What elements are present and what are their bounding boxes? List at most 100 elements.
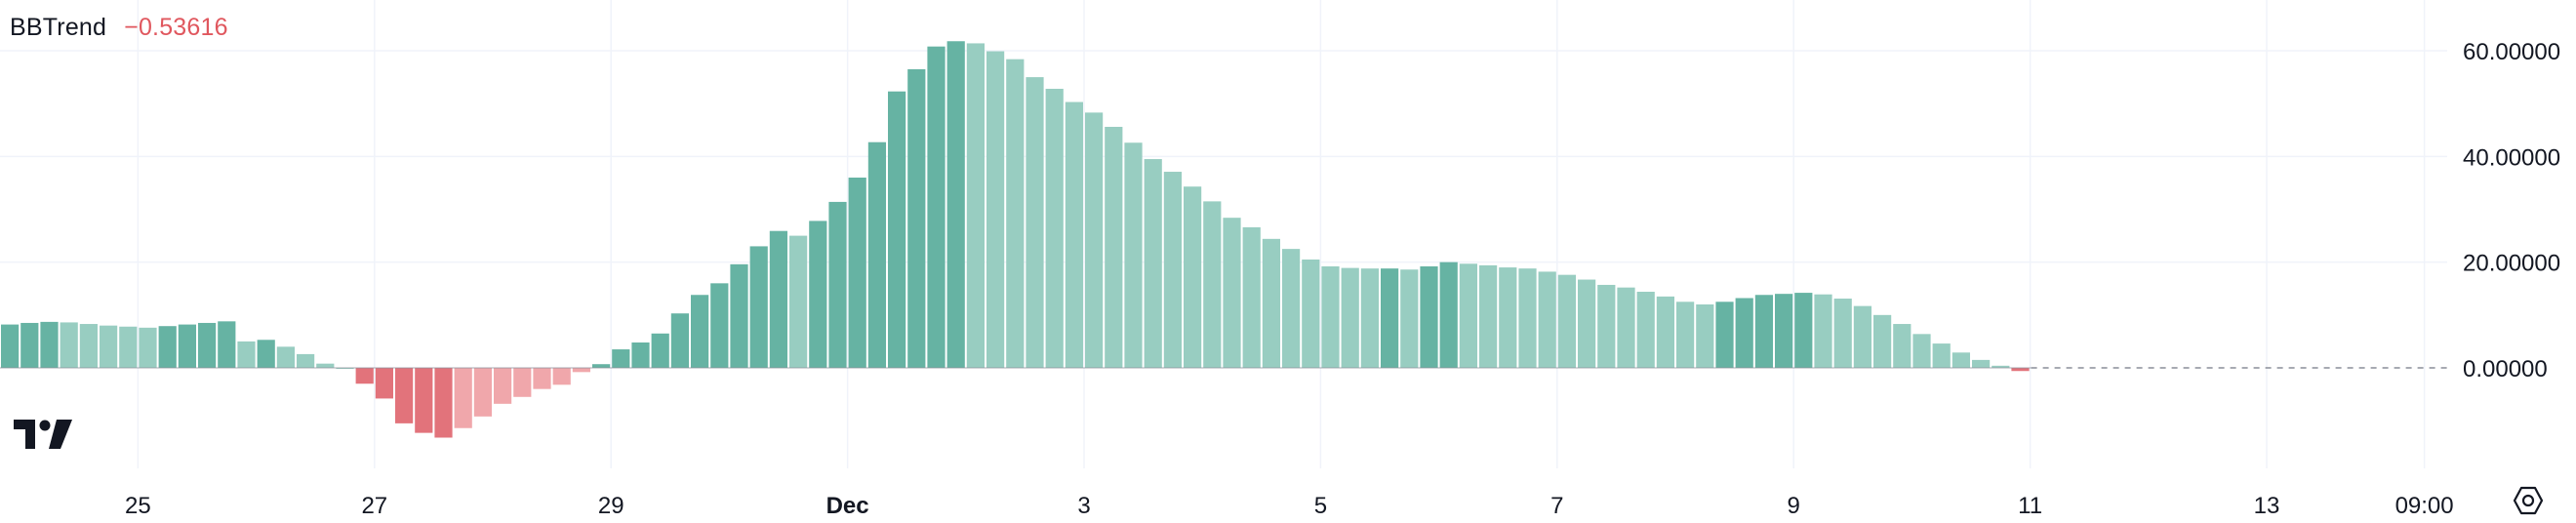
indicator-value: −0.53616 bbox=[124, 13, 228, 41]
histogram-bar bbox=[218, 321, 236, 368]
x-tick-label: 3 bbox=[1077, 493, 1090, 519]
histogram-bar bbox=[888, 91, 906, 368]
histogram-bar bbox=[1696, 304, 1714, 368]
indicator-name: BBTrend bbox=[10, 13, 107, 41]
histogram-bar bbox=[297, 353, 315, 368]
histogram-bar bbox=[1439, 262, 1458, 368]
histogram-bar bbox=[1676, 302, 1695, 368]
x-tick-label: 11 bbox=[2018, 493, 2042, 519]
indicator-legend: BBTrend −0.53616 bbox=[10, 8, 228, 47]
histogram-bar bbox=[1557, 274, 1576, 368]
histogram-bar bbox=[1853, 305, 1872, 368]
histogram-bar bbox=[454, 368, 472, 428]
histogram-bar bbox=[178, 324, 196, 368]
bars-layer bbox=[1, 41, 2030, 438]
histogram-bar bbox=[572, 368, 590, 373]
histogram-bar bbox=[1794, 293, 1813, 368]
x-tick-label: 13 bbox=[2254, 493, 2280, 519]
histogram-bar bbox=[395, 368, 414, 423]
histogram-bar bbox=[1952, 352, 1970, 368]
x-tick-label: 25 bbox=[125, 493, 151, 519]
histogram-bar bbox=[1045, 89, 1064, 368]
histogram-bar bbox=[355, 368, 374, 384]
histogram-bar bbox=[552, 368, 571, 385]
histogram-bar bbox=[1420, 266, 1438, 368]
histogram-bar bbox=[828, 201, 847, 368]
histogram-bar bbox=[1302, 259, 1320, 368]
histogram-bar bbox=[1992, 365, 2010, 368]
x-axis[interactable]: 25 27 29 Dec 3 5 7 9 11 13 09:00 bbox=[125, 493, 2454, 519]
y-tick-label: 60.00000 bbox=[2463, 39, 2560, 65]
histogram-bar bbox=[769, 230, 787, 368]
histogram-bar bbox=[1617, 287, 1635, 368]
histogram-bar bbox=[1754, 295, 1773, 368]
histogram-bar bbox=[1203, 201, 1222, 368]
y-axis[interactable]: 60.00000 40.00000 20.00000 0.00000 bbox=[2463, 39, 2560, 382]
histogram-bar bbox=[100, 325, 118, 368]
histogram-bar bbox=[1341, 267, 1359, 368]
histogram-bar bbox=[1124, 142, 1143, 368]
histogram-bar bbox=[119, 326, 138, 368]
histogram-bar bbox=[1459, 263, 1477, 368]
histogram-bar bbox=[1479, 264, 1498, 368]
histogram-bar bbox=[60, 322, 78, 368]
histogram-bar bbox=[749, 246, 768, 368]
histogram-bar bbox=[316, 363, 335, 368]
histogram-bar bbox=[1163, 172, 1182, 368]
histogram-bar bbox=[966, 43, 985, 369]
histogram-bar bbox=[1735, 298, 1753, 368]
y-tick-label: 0.00000 bbox=[2463, 356, 2548, 382]
x-tick-label: 7 bbox=[1550, 493, 1563, 519]
x-tick-label: Dec bbox=[826, 493, 869, 519]
histogram-bar bbox=[2011, 368, 2030, 372]
histogram-bar bbox=[375, 368, 393, 399]
histogram-bar bbox=[1242, 226, 1261, 368]
histogram-bar bbox=[670, 313, 689, 368]
histogram-bar bbox=[1026, 77, 1044, 368]
histogram-bar bbox=[691, 295, 709, 368]
histogram-bar bbox=[1538, 271, 1556, 368]
histogram-bar bbox=[651, 333, 669, 368]
histogram-bar bbox=[237, 341, 256, 368]
histogram-bar bbox=[1223, 218, 1241, 368]
histogram-bar bbox=[986, 51, 1005, 369]
histogram-bar bbox=[1893, 324, 1912, 368]
x-tick-label: 27 bbox=[361, 493, 387, 519]
histogram-bar bbox=[1381, 268, 1399, 368]
x-tick-label: 09:00 bbox=[2395, 493, 2454, 519]
histogram-bar bbox=[946, 41, 965, 368]
histogram-bar bbox=[198, 322, 217, 368]
histogram-bar bbox=[1912, 334, 1931, 368]
histogram-bar bbox=[1833, 299, 1852, 368]
histogram-bar bbox=[789, 235, 808, 368]
histogram-bar bbox=[40, 321, 59, 368]
x-tick-label: 5 bbox=[1314, 493, 1327, 519]
histogram-bar bbox=[1282, 249, 1301, 368]
histogram-bar bbox=[1006, 59, 1025, 369]
histogram-bar bbox=[1, 324, 20, 368]
tradingview-logo-icon[interactable] bbox=[14, 418, 76, 453]
histogram-bar bbox=[1262, 238, 1280, 368]
histogram-bar bbox=[1499, 267, 1517, 368]
histogram-bar bbox=[79, 324, 98, 368]
histogram-bar bbox=[1144, 159, 1162, 368]
settings-gear-icon[interactable] bbox=[2512, 484, 2545, 517]
histogram-bar bbox=[867, 141, 886, 368]
x-tick-label: 29 bbox=[598, 493, 624, 519]
histogram-bar bbox=[1184, 186, 1202, 368]
histogram-bar bbox=[1105, 127, 1123, 368]
histogram-bar bbox=[473, 368, 492, 417]
histogram-bar bbox=[1085, 112, 1104, 368]
histogram-bar bbox=[848, 178, 866, 368]
histogram-bar bbox=[276, 346, 295, 368]
histogram-bar bbox=[1656, 296, 1674, 368]
histogram-bar bbox=[1360, 268, 1379, 368]
histogram-bar bbox=[20, 322, 39, 368]
histogram-bar bbox=[158, 326, 177, 368]
histogram-bar bbox=[631, 342, 650, 368]
histogram-bar bbox=[592, 364, 611, 368]
histogram-bar bbox=[1814, 294, 1832, 368]
histogram-bar bbox=[927, 46, 946, 369]
histogram-bar bbox=[1972, 359, 1991, 368]
